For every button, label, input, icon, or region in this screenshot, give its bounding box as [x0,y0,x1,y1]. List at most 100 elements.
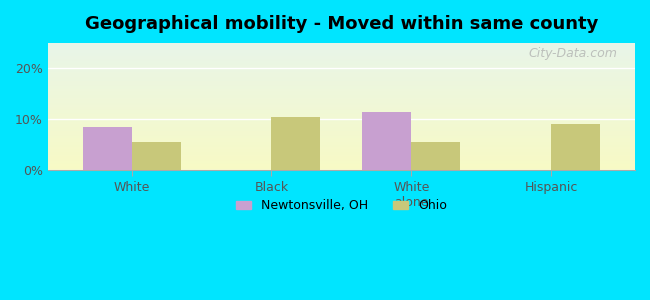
Bar [47,135,635,136]
Bar [47,151,635,152]
Bar [47,71,635,72]
Bar [47,165,635,166]
Bar [47,100,635,101]
Bar [47,131,635,132]
Bar [47,133,635,135]
Bar [47,70,635,71]
Bar [47,47,635,48]
Legend: Newtonsville, OH, Ohio: Newtonsville, OH, Ohio [231,194,452,218]
Bar [47,74,635,75]
Bar [47,88,635,89]
Bar [47,169,635,170]
Bar [47,99,635,100]
Bar [47,168,635,169]
Bar [47,155,635,156]
Bar [47,95,635,96]
Bar [47,138,635,140]
Bar [47,58,635,59]
Bar [47,146,635,147]
Bar [47,148,635,150]
Bar [47,114,635,116]
Bar [47,75,635,76]
Bar [47,50,635,52]
Bar [47,124,635,126]
Bar [47,167,635,168]
Bar [47,62,635,63]
Bar [47,91,635,93]
Bar [47,147,635,148]
Bar [272,117,320,170]
Bar [47,109,635,110]
Bar [47,68,635,70]
Bar [47,126,635,127]
Bar [47,113,635,114]
Bar [132,142,181,170]
Bar [47,145,635,146]
Bar [47,127,635,128]
Bar [551,124,600,170]
Bar [47,80,635,81]
Bar [47,64,635,66]
Bar [47,117,635,118]
Bar [47,79,635,80]
Bar [47,122,635,123]
Bar [47,150,635,151]
Bar [47,86,635,88]
Bar [47,132,635,133]
Bar [47,128,635,130]
Bar [47,84,635,85]
Bar [47,104,635,105]
Bar [47,112,635,113]
Bar [47,164,635,165]
Bar [47,105,635,106]
Bar [47,143,635,145]
Bar [47,76,635,77]
Bar [47,82,635,84]
Bar [47,101,635,103]
Bar [47,94,635,95]
Bar [47,63,635,64]
Bar [47,59,635,61]
Bar [47,77,635,79]
Bar [47,142,635,143]
Bar [47,121,635,122]
Bar [83,127,132,170]
Bar [47,90,635,91]
Bar [47,154,635,155]
Bar [47,96,635,98]
Bar [47,72,635,74]
Bar [47,130,635,131]
Bar [47,53,635,54]
Bar [47,61,635,62]
Bar [47,49,635,50]
Bar [411,142,460,170]
Bar [47,57,635,58]
Bar [47,85,635,86]
Title: Geographical mobility - Moved within same county: Geographical mobility - Moved within sam… [84,15,598,33]
Bar [47,89,635,90]
Bar [47,152,635,154]
Bar [47,98,635,99]
Bar [47,52,635,53]
Bar [47,43,635,44]
Bar [47,156,635,158]
Bar [47,136,635,137]
Bar [47,48,635,49]
Bar [47,141,635,142]
Bar [47,119,635,121]
Bar [47,123,635,124]
Bar [47,118,635,119]
Bar [47,106,635,108]
Bar [47,110,635,112]
Bar [47,103,635,104]
Bar [47,159,635,160]
Bar [47,160,635,161]
Bar [47,161,635,163]
Bar [47,56,635,57]
Bar [47,93,635,94]
Text: City-Data.com: City-Data.com [528,47,618,60]
Bar [47,137,635,138]
Bar [47,140,635,141]
Bar [47,45,635,47]
Bar [47,81,635,82]
